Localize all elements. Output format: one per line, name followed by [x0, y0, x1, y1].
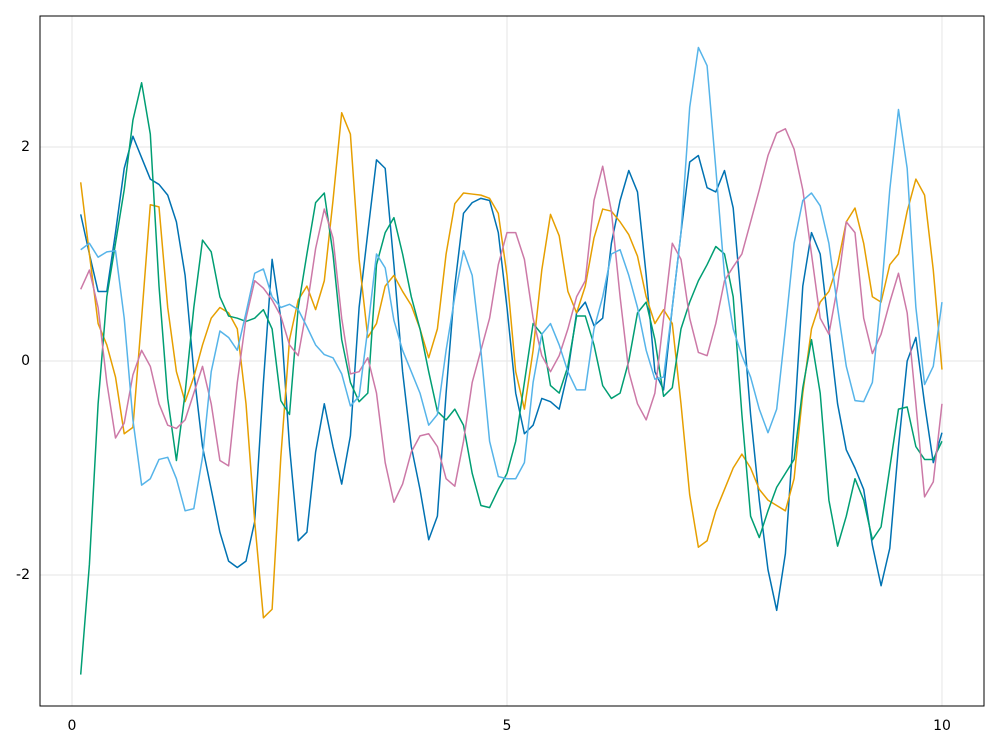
series-line: [79, 111, 943, 619]
x-tick-label: 5: [503, 718, 512, 734]
y-tick-label: 2: [21, 139, 30, 155]
y-tick-label: 0: [21, 353, 30, 369]
x-tick-label: 10: [933, 718, 951, 734]
x-tick-label: 0: [68, 718, 77, 734]
series-line: [79, 82, 943, 675]
series-line: [79, 135, 943, 612]
plot-frame: [39, 15, 985, 707]
series-line: [80, 128, 943, 503]
y-tick-label: -2: [16, 567, 30, 583]
series-line: [80, 46, 943, 512]
